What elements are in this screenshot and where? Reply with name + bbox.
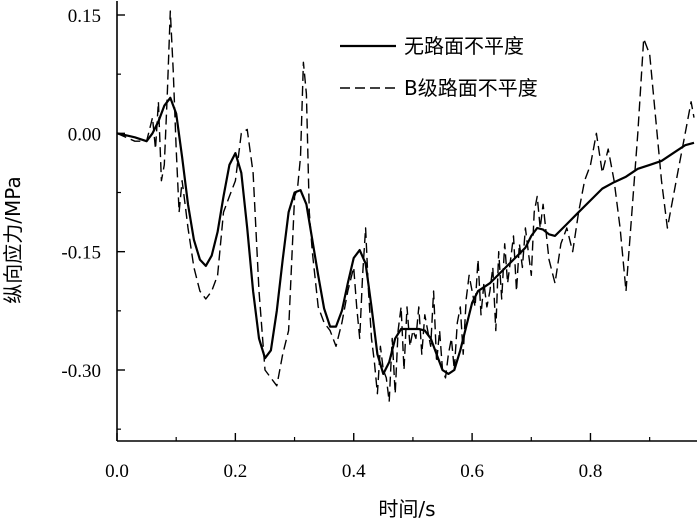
- x-tick-label: 0.2: [223, 461, 247, 482]
- y-axis-title: 纵向应力/MPa: [1, 176, 25, 303]
- x-tick-label: 0.8: [579, 461, 603, 482]
- legend-label-1: 无路面不平度: [404, 34, 524, 58]
- x-tick-label: 0.4: [342, 461, 366, 482]
- legend: 无路面不平度 B级路面不平度: [340, 34, 538, 100]
- x-axis-title: 时间/s: [378, 497, 435, 521]
- axes-layer: [116, 1, 697, 442]
- series-line-1: [116, 96, 695, 375]
- series-line-2: [116, 10, 695, 403]
- y-tick-label: 0.00: [68, 124, 101, 145]
- ticks-layer: 0.0 0.2 0.4 0.6 0.8 0.15 0.00 -0.15 -0.30: [61, 6, 651, 482]
- series-layer: [116, 10, 695, 403]
- x-tick-label: 0.6: [460, 461, 484, 482]
- y-tick-label: -0.15: [61, 243, 101, 264]
- y-tick-label: 0.15: [68, 6, 101, 27]
- legend-label-2: B级路面不平度: [404, 76, 538, 100]
- y-tick-label: -0.30: [61, 361, 101, 382]
- x-tick-label: 0.0: [105, 461, 129, 482]
